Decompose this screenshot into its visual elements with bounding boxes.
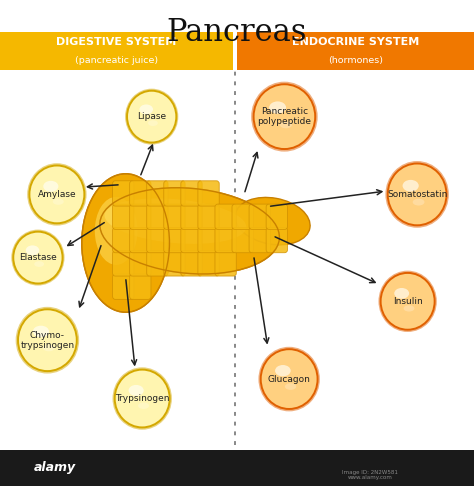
FancyBboxPatch shape xyxy=(129,251,151,276)
FancyBboxPatch shape xyxy=(112,227,134,253)
FancyBboxPatch shape xyxy=(232,204,253,229)
Ellipse shape xyxy=(235,197,310,245)
FancyBboxPatch shape xyxy=(164,204,185,229)
Ellipse shape xyxy=(258,347,320,411)
Ellipse shape xyxy=(261,349,318,409)
FancyBboxPatch shape xyxy=(164,251,185,276)
Text: Chymo-
trypsinogen: Chymo- trypsinogen xyxy=(20,330,74,350)
FancyBboxPatch shape xyxy=(198,227,219,253)
Text: Trypsinogen: Trypsinogen xyxy=(115,394,169,403)
FancyBboxPatch shape xyxy=(181,251,202,276)
Text: alamy: alamy xyxy=(34,461,75,474)
Ellipse shape xyxy=(402,180,419,191)
Ellipse shape xyxy=(275,365,291,376)
Text: Amylase: Amylase xyxy=(37,190,76,199)
Ellipse shape xyxy=(254,84,315,149)
FancyBboxPatch shape xyxy=(112,251,134,276)
Ellipse shape xyxy=(43,181,58,192)
FancyBboxPatch shape xyxy=(112,274,134,299)
Ellipse shape xyxy=(128,385,144,396)
Text: Somatostatin: Somatostatin xyxy=(387,190,447,199)
Ellipse shape xyxy=(115,370,170,427)
Ellipse shape xyxy=(394,288,409,299)
Ellipse shape xyxy=(112,367,172,430)
FancyBboxPatch shape xyxy=(112,181,134,206)
Ellipse shape xyxy=(11,229,64,286)
FancyBboxPatch shape xyxy=(215,227,236,253)
FancyBboxPatch shape xyxy=(198,181,219,206)
Text: ENDOCRINE SYSTEM: ENDOCRINE SYSTEM xyxy=(292,37,419,48)
Ellipse shape xyxy=(13,232,63,283)
Ellipse shape xyxy=(53,198,64,205)
Text: Elastase: Elastase xyxy=(19,253,57,262)
Text: DIGESTIVE SYSTEM: DIGESTIVE SYSTEM xyxy=(56,37,177,48)
Text: Pancreatic
polypeptide: Pancreatic polypeptide xyxy=(257,107,311,126)
FancyBboxPatch shape xyxy=(181,181,202,206)
Ellipse shape xyxy=(139,104,153,114)
Text: Image ID: 2N2W581
www.alamy.com: Image ID: 2N2W581 www.alamy.com xyxy=(342,469,398,481)
Ellipse shape xyxy=(18,309,77,371)
Ellipse shape xyxy=(385,161,449,228)
FancyBboxPatch shape xyxy=(146,181,168,206)
Text: Lipase: Lipase xyxy=(137,112,166,121)
FancyBboxPatch shape xyxy=(249,227,270,253)
FancyBboxPatch shape xyxy=(164,181,185,206)
Bar xyxy=(237,32,474,70)
Ellipse shape xyxy=(280,121,292,128)
FancyBboxPatch shape xyxy=(249,204,270,229)
Text: Insulin: Insulin xyxy=(393,297,422,306)
Ellipse shape xyxy=(105,198,246,244)
FancyBboxPatch shape xyxy=(129,204,151,229)
Ellipse shape xyxy=(138,402,149,409)
FancyBboxPatch shape xyxy=(181,204,202,229)
Text: (pancreatic juice): (pancreatic juice) xyxy=(75,56,158,65)
Text: (hormones): (hormones) xyxy=(328,56,383,65)
FancyBboxPatch shape xyxy=(266,227,287,253)
FancyBboxPatch shape xyxy=(129,227,151,253)
Ellipse shape xyxy=(148,120,158,126)
FancyBboxPatch shape xyxy=(146,227,168,253)
FancyBboxPatch shape xyxy=(181,227,202,253)
Ellipse shape xyxy=(33,326,49,337)
Bar xyxy=(0,32,233,70)
FancyBboxPatch shape xyxy=(146,204,168,229)
Ellipse shape xyxy=(413,199,424,206)
Ellipse shape xyxy=(381,273,435,330)
Ellipse shape xyxy=(82,174,169,312)
Ellipse shape xyxy=(100,188,279,274)
FancyBboxPatch shape xyxy=(112,204,134,229)
FancyBboxPatch shape xyxy=(164,227,185,253)
FancyBboxPatch shape xyxy=(129,181,151,206)
FancyBboxPatch shape xyxy=(215,204,236,229)
FancyBboxPatch shape xyxy=(129,274,151,299)
Ellipse shape xyxy=(16,307,79,374)
Ellipse shape xyxy=(285,383,296,390)
Ellipse shape xyxy=(269,102,286,114)
Ellipse shape xyxy=(251,82,318,152)
Ellipse shape xyxy=(388,163,447,226)
Ellipse shape xyxy=(26,245,39,255)
Ellipse shape xyxy=(125,88,178,145)
FancyBboxPatch shape xyxy=(215,251,236,276)
Ellipse shape xyxy=(27,163,87,226)
FancyBboxPatch shape xyxy=(146,251,168,276)
Ellipse shape xyxy=(128,190,185,277)
FancyBboxPatch shape xyxy=(198,251,219,276)
Ellipse shape xyxy=(29,166,84,223)
FancyBboxPatch shape xyxy=(266,204,287,229)
Bar xyxy=(0,450,474,486)
FancyBboxPatch shape xyxy=(198,204,219,229)
Ellipse shape xyxy=(378,271,437,332)
Ellipse shape xyxy=(127,91,176,142)
Text: Glucagon: Glucagon xyxy=(268,375,310,383)
Ellipse shape xyxy=(34,261,44,267)
Ellipse shape xyxy=(43,345,55,351)
Ellipse shape xyxy=(95,197,137,265)
Text: Pancreas: Pancreas xyxy=(167,17,307,48)
Ellipse shape xyxy=(403,305,414,312)
FancyBboxPatch shape xyxy=(232,227,253,253)
